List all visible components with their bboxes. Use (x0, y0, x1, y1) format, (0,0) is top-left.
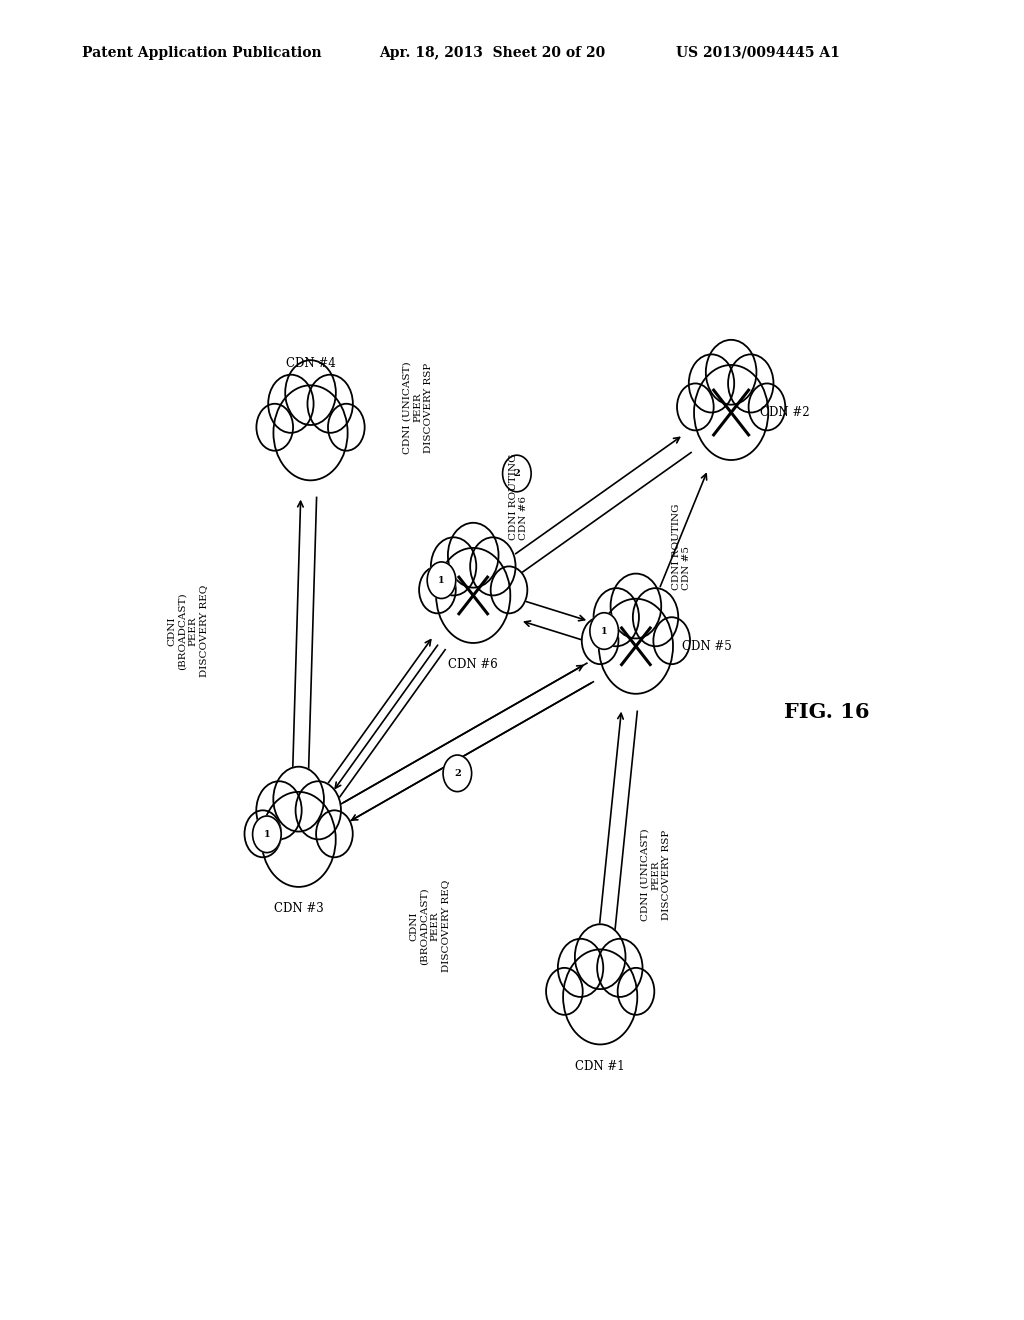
Circle shape (253, 816, 282, 853)
Circle shape (328, 404, 365, 450)
Text: CDNI (UNICAST)
PEER
DISCOVERY RSP: CDNI (UNICAST) PEER DISCOVERY RSP (402, 362, 432, 454)
Text: CDN #6: CDN #6 (449, 659, 498, 671)
Circle shape (633, 589, 678, 647)
Text: CDN #4: CDN #4 (286, 358, 336, 370)
Text: CDNI (UNICAST)
PEER
DISCOVERY RSP: CDNI (UNICAST) PEER DISCOVERY RSP (641, 829, 671, 921)
Circle shape (599, 599, 673, 694)
Circle shape (286, 360, 336, 425)
Text: 1: 1 (263, 830, 270, 838)
Circle shape (256, 404, 293, 450)
Circle shape (590, 612, 618, 649)
Text: CDN #3: CDN #3 (273, 902, 324, 915)
Circle shape (268, 375, 313, 433)
Text: CDNI
(BROADCAST)
PEER
DISCOVERY REQ: CDNI (BROADCAST) PEER DISCOVERY REQ (410, 879, 450, 972)
Circle shape (273, 385, 347, 480)
Circle shape (503, 455, 531, 492)
Circle shape (653, 618, 690, 664)
Text: CDNI ROUTING
CDN #6: CDNI ROUTING CDN #6 (509, 453, 528, 540)
Text: CDNI
(BROADCAST)
PEER
DISCOVERY REQ: CDNI (BROADCAST) PEER DISCOVERY REQ (167, 585, 208, 677)
Circle shape (436, 548, 510, 643)
Circle shape (296, 781, 341, 840)
Text: US 2013/0094445 A1: US 2013/0094445 A1 (676, 46, 840, 59)
Circle shape (443, 755, 472, 792)
Circle shape (677, 383, 714, 430)
Circle shape (427, 562, 456, 598)
Circle shape (546, 968, 583, 1015)
Circle shape (470, 537, 515, 595)
Circle shape (419, 566, 456, 614)
Circle shape (706, 339, 757, 405)
Circle shape (689, 354, 734, 413)
Text: FIG. 16: FIG. 16 (783, 702, 869, 722)
Circle shape (597, 939, 642, 997)
Text: 2: 2 (454, 768, 461, 777)
Circle shape (574, 924, 626, 989)
Circle shape (694, 366, 768, 459)
Circle shape (490, 566, 527, 614)
Circle shape (728, 354, 773, 413)
Circle shape (261, 792, 336, 887)
Circle shape (447, 523, 499, 587)
Text: CDN #2: CDN #2 (760, 407, 810, 418)
Circle shape (594, 589, 639, 647)
Text: Patent Application Publication: Patent Application Publication (82, 46, 322, 59)
Circle shape (316, 810, 352, 857)
Text: Apr. 18, 2013  Sheet 20 of 20: Apr. 18, 2013 Sheet 20 of 20 (379, 46, 605, 59)
Text: CDNI ROUTING
CDN #5: CDNI ROUTING CDN #5 (672, 504, 691, 590)
Circle shape (563, 949, 637, 1044)
Circle shape (273, 767, 324, 832)
Text: CDN #1: CDN #1 (575, 1060, 625, 1073)
Text: 1: 1 (438, 576, 444, 585)
Circle shape (256, 781, 302, 840)
Circle shape (617, 968, 654, 1015)
Text: 2: 2 (513, 469, 520, 478)
Circle shape (431, 537, 476, 595)
Circle shape (749, 383, 785, 430)
Text: CDN #5: CDN #5 (682, 640, 732, 653)
Text: 1: 1 (601, 627, 607, 635)
Circle shape (558, 939, 603, 997)
Circle shape (245, 810, 282, 857)
Circle shape (610, 574, 662, 639)
Circle shape (582, 618, 618, 664)
Circle shape (307, 375, 353, 433)
